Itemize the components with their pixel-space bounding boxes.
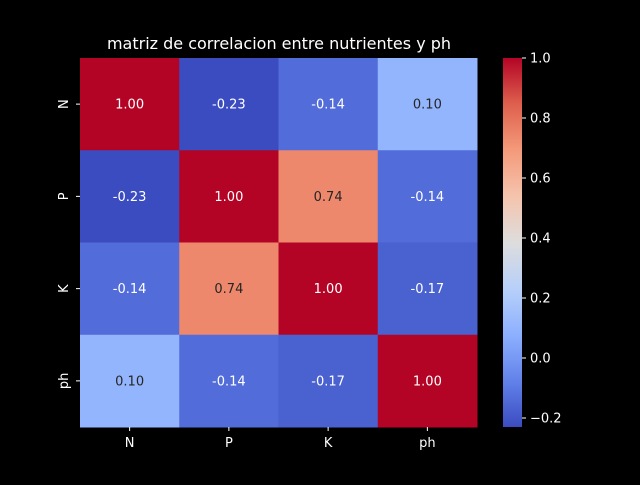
colorbar-tick-label: 0.6 xyxy=(530,172,551,187)
heatmap-cell xyxy=(80,242,180,336)
colorbar-tick-label: 0.0 xyxy=(530,352,551,367)
x-tick-label: K xyxy=(324,436,333,451)
cell-value-label: 0.74 xyxy=(314,190,343,205)
cell-value-label: 1.00 xyxy=(314,282,343,297)
chart-title: matriz de correlacion entre nutrientes y… xyxy=(107,34,451,53)
heatmap-cell xyxy=(278,334,379,428)
cell-value-label: -0.14 xyxy=(212,374,246,389)
cell-value-label: -0.14 xyxy=(113,282,147,297)
heatmap-cell xyxy=(377,58,478,151)
colorbar-tick-label: −0.2 xyxy=(530,412,562,427)
cell-value-label: 0.10 xyxy=(115,374,144,389)
heatmap-cell xyxy=(377,242,478,336)
cell-value-label: 1.00 xyxy=(413,374,442,389)
y-tick-label: P xyxy=(57,192,72,200)
y-axis: N P Kph xyxy=(57,99,80,389)
heatmap-cell xyxy=(80,150,180,243)
heatmap-cell xyxy=(80,334,180,428)
cell-value-label: -0.17 xyxy=(411,282,445,297)
cell-value-label: -0.23 xyxy=(212,98,246,113)
colorbar-tick-label: 0.8 xyxy=(530,112,551,127)
x-tick-label: N xyxy=(125,436,135,451)
cell-value-label: -0.23 xyxy=(113,190,147,205)
heatmap-cell xyxy=(80,58,180,151)
cell-value-label: 1.00 xyxy=(214,190,243,205)
y-tick-label: N xyxy=(57,99,72,109)
heatmap-cell xyxy=(179,58,279,151)
x-tick-label: P xyxy=(225,436,233,451)
heatmap-cell xyxy=(377,150,478,243)
colorbar-gradient xyxy=(503,58,522,427)
cell-value-label: 0.74 xyxy=(214,282,243,297)
colorbar-tick-label: 1.0 xyxy=(530,52,551,67)
y-tick-label: ph xyxy=(57,373,72,390)
colorbar-tick-label: 0.4 xyxy=(530,232,551,247)
heatmap-cell xyxy=(278,242,379,336)
heatmap-cell xyxy=(278,58,379,151)
heatmap-cell xyxy=(179,242,279,336)
cell-value-label: -0.17 xyxy=(311,374,345,389)
cell-value-label: -0.14 xyxy=(311,98,345,113)
cell-value-label: 0.10 xyxy=(413,98,442,113)
x-tick-label: ph xyxy=(419,436,436,451)
heatmap-cell xyxy=(377,334,478,428)
cell-value-label: -0.14 xyxy=(411,190,445,205)
heatmap-cell xyxy=(179,150,279,243)
colorbar-tick-label: 0.2 xyxy=(530,292,551,307)
heatmap-cell xyxy=(179,334,279,428)
heatmap-cell xyxy=(278,150,379,243)
y-tick-label: K xyxy=(57,284,72,293)
heatmap-cells: 1.00 -0.23 -0.14 0.10 -0.23 1.00 0.74 -0.14 -0.1… xyxy=(80,58,478,428)
cell-value-label: 1.00 xyxy=(115,98,144,113)
colorbar: −0.2 0.0 0.2 0.4 0.6 0.8 1.0 xyxy=(503,52,562,427)
